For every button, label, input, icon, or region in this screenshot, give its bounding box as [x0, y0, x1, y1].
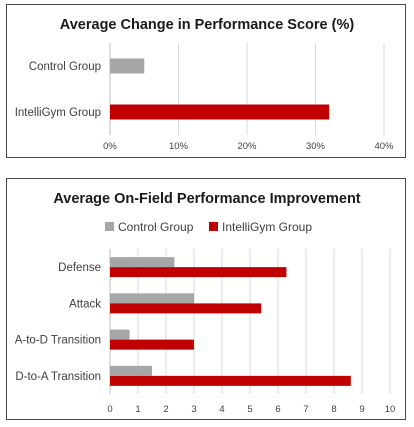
bar	[110, 58, 145, 74]
chart-performance-score: Average Change in Performance Score (%) …	[15, 17, 394, 152]
chart-panel-performance-score: Average Change in Performance Score (%) …	[6, 4, 406, 158]
x-tick-label: 0%	[103, 141, 117, 152]
x-tick-label: 10%	[169, 141, 189, 152]
x-tick-label: 3	[191, 404, 196, 415]
legend-label: IntelliGym Group	[222, 220, 312, 234]
x-tick-label: 20%	[237, 141, 257, 152]
category-label: IntelliGym Group	[15, 107, 101, 119]
x-tick-label: 1	[135, 404, 140, 415]
category-label: A-to-D Transition	[15, 335, 101, 347]
bar	[110, 303, 262, 314]
category-label: D-to-A Transition	[15, 371, 101, 383]
legend-swatch	[209, 222, 218, 231]
x-tick-label: 7	[303, 404, 308, 415]
x-tick-label: 9	[359, 404, 364, 415]
bar	[110, 257, 175, 268]
category-label: Defense	[58, 262, 101, 274]
bar	[110, 339, 194, 350]
bar	[110, 267, 287, 278]
legend-label: Control Group	[118, 220, 194, 234]
x-tick-label: 30%	[306, 141, 326, 152]
x-tick-label: 40%	[374, 141, 394, 152]
x-tick-label: 2	[163, 404, 168, 415]
category-label: Control Group	[29, 61, 101, 73]
legend-swatch	[105, 222, 114, 231]
chart-panel-on-field-improvement: Average On-Field Performance Improvement…	[6, 178, 406, 420]
x-tick-label: 0	[107, 404, 112, 415]
x-tick-label: 8	[331, 404, 336, 415]
bar	[110, 365, 152, 376]
bar	[110, 293, 194, 304]
x-tick-label: 4	[219, 404, 224, 415]
chart-title: Average On-Field Performance Improvement	[53, 191, 360, 207]
bar	[110, 329, 130, 340]
bar	[110, 375, 351, 386]
chart-on-field-improvement: Average On-Field Performance Improvement…	[15, 191, 396, 415]
bar	[110, 104, 330, 120]
x-tick-label: 5	[247, 404, 252, 415]
category-label: Attack	[69, 298, 101, 310]
x-tick-label: 6	[275, 404, 280, 415]
x-tick-label: 10	[385, 404, 396, 415]
chart-title: Average Change in Performance Score (%)	[60, 17, 355, 33]
